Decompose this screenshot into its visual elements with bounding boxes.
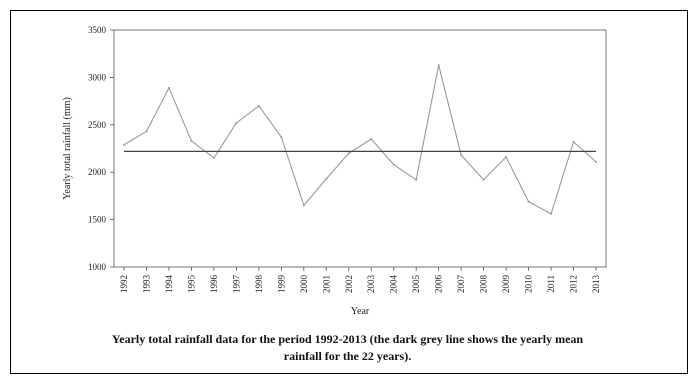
x-tick-label-2012: 2012	[569, 275, 579, 293]
x-tick-label-2010: 2010	[524, 275, 534, 294]
figure-frame	[10, 10, 688, 374]
rainfall-point-2004	[392, 163, 395, 166]
rainfall-point-2009	[505, 156, 508, 159]
x-tick-label-2005: 2005	[411, 275, 421, 294]
rainfall-point-1992	[123, 143, 125, 146]
x-tick-label-2000: 2000	[299, 275, 309, 294]
rainfall-point-2012	[572, 140, 575, 143]
x-tick-label-1998: 1998	[254, 275, 264, 294]
plot-border	[113, 29, 607, 268]
y-tick-label-3000: 3000	[88, 72, 107, 82]
caption-line-1: Yearly total rainfall data for the perio…	[111, 332, 584, 346]
x-tick-label-2001: 2001	[321, 275, 331, 293]
caption-line-2: rainfall for the 22 years).	[283, 349, 412, 363]
y-tick-label-2000: 2000	[88, 167, 107, 177]
x-tick-label-2008: 2008	[479, 275, 489, 294]
rainfall-point-1995	[190, 139, 193, 142]
x-tick-label-2003: 2003	[366, 275, 376, 294]
rainfall-point-2003	[370, 138, 373, 141]
x-tick-label-1994: 1994	[164, 275, 174, 294]
x-tick-label-1999: 1999	[276, 275, 286, 294]
y-tick-label-1500: 1500	[88, 215, 107, 225]
rainfall-point-2011	[550, 212, 553, 215]
rainfall-point-1999	[280, 136, 283, 139]
figure-caption: Yearly total rainfall data for the perio…	[20, 331, 675, 365]
x-tick-label-2007: 2007	[456, 275, 466, 294]
rainfall-point-1993	[145, 130, 148, 133]
rainfall-point-1998	[257, 104, 260, 107]
y-tick-label-1000: 1000	[88, 262, 107, 272]
x-tick-label-2009: 2009	[501, 274, 511, 293]
y-tick-label-3500: 3500	[88, 25, 107, 35]
x-tick-label-1993: 1993	[141, 275, 151, 294]
rainfall-series-line	[123, 64, 597, 215]
y-tick-label-2500: 2500	[88, 120, 107, 130]
rainfall-point-2013	[595, 160, 597, 163]
plot-area: 1000 1500 2000 2500 3000 3500 1992 1993 1994 1995…	[88, 25, 607, 294]
x-tick-label-2002: 2002	[344, 275, 354, 293]
x-tick-label-1996: 1996	[209, 275, 219, 294]
rainfall-point-2005	[415, 178, 418, 181]
rainfall-point-2000	[302, 204, 305, 207]
rainfall-point-2008	[482, 178, 485, 181]
rainfall-point-2002	[347, 152, 350, 155]
rainfall-point-2001	[325, 177, 328, 180]
x-axis-label: Year	[351, 306, 370, 317]
rainfall-point-2007	[460, 154, 463, 157]
x-tick-label-1997: 1997	[231, 275, 241, 294]
x-tick-label-2011: 2011	[546, 275, 556, 293]
rainfall-point-1996	[212, 156, 215, 159]
x-tick-label-2006: 2006	[434, 275, 444, 294]
rainfall-point-1994	[167, 86, 170, 89]
x-tick-label-2013: 2013	[591, 275, 601, 294]
rainfall-point-2010	[527, 200, 530, 203]
y-axis-label: Yearly total rainfall (mm)	[62, 97, 73, 200]
x-tick-label-2004: 2004	[389, 275, 399, 294]
rainfall-point-2006	[437, 64, 440, 67]
x-tick-label-1992: 1992	[119, 275, 129, 293]
x-tick-label-1995: 1995	[186, 275, 196, 294]
rainfall-point-1997	[235, 121, 238, 124]
